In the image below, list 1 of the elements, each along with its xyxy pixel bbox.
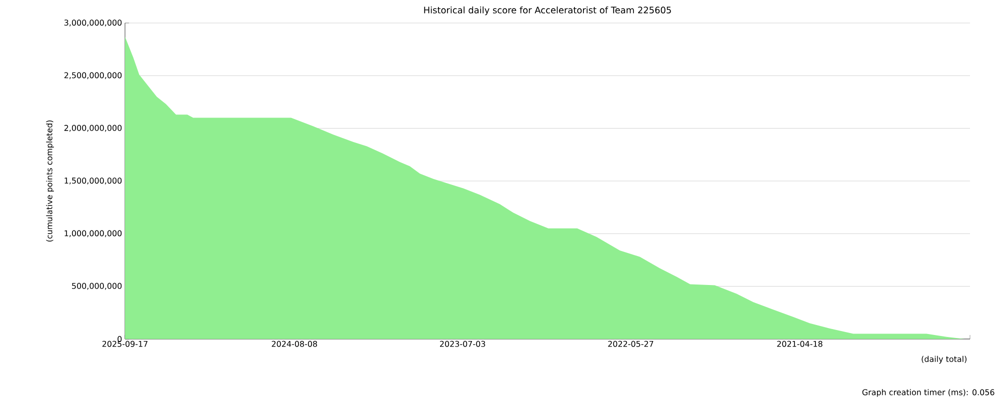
chart-title: Historical daily score for Acceleratorist of Team 225605 <box>424 6 671 16</box>
